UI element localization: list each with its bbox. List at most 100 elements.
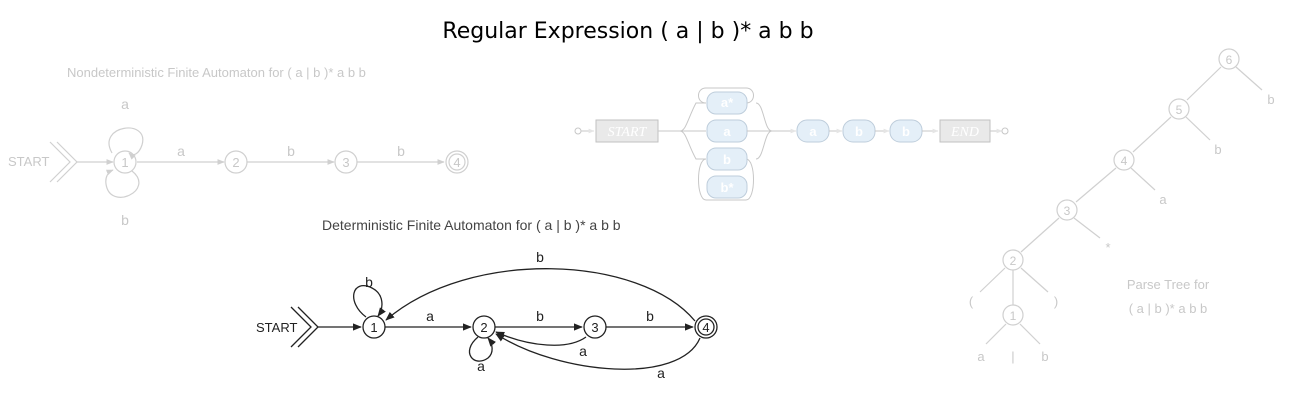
dfa-state-1-label: 1	[370, 320, 377, 335]
tree-node-3	[1056, 199, 1078, 221]
tree-edge-5-b	[1185, 116, 1211, 141]
tree-leaf-b1: b	[1041, 349, 1048, 364]
dfa-state-3	[583, 315, 607, 339]
tree-edge-3-star	[1073, 217, 1101, 239]
nfa-state-1-label: 1	[121, 155, 128, 170]
tree-node-3-label: 3	[1064, 204, 1071, 218]
tree-leaf-lparen: (	[969, 294, 974, 309]
dfa-start-chevron-2	[290, 306, 312, 348]
dfa-loop-1-label: b	[365, 274, 373, 290]
nfa-state-4	[445, 150, 469, 174]
dfa-edge-4-2	[495, 333, 701, 370]
tree-leaf-b5: b	[1214, 142, 1221, 157]
tree-edge-5-4	[1132, 116, 1172, 153]
railroad-seq-b1-label: b	[855, 124, 863, 139]
tree-edge-6-b	[1235, 66, 1263, 91]
nfa-loop-top-label: a	[121, 96, 129, 112]
tree-caption-line1: Parse Tree for	[1127, 277, 1210, 292]
tree-leaf-rparen: )	[1054, 294, 1058, 309]
nfa-state-2	[224, 150, 248, 174]
dfa-start-chevron	[297, 306, 319, 348]
dfa-edge-4-1	[385, 268, 696, 322]
dfa-loop-1	[353, 285, 386, 318]
tree-leaf-star3: *	[1105, 240, 1110, 255]
nfa-state-2-label: 2	[232, 155, 239, 170]
nfa-diagram: Nondeterministic Finite Automaton for ( …	[8, 65, 469, 228]
nfa-start-label: START	[8, 154, 49, 169]
tree-node-5-label: 5	[1176, 103, 1183, 117]
tree-leaf-a4: a	[1159, 192, 1167, 207]
nfa-edge-2-3-label: b	[287, 143, 295, 159]
railroad-token-b	[706, 147, 748, 171]
tree-edge-1-a	[985, 323, 1007, 345]
tree-node-1-label: 1	[1010, 309, 1017, 323]
dfa-state-2-label: 2	[480, 320, 487, 335]
dfa-state-4-inner	[697, 318, 715, 336]
railroad-loop-top	[698, 87, 754, 104]
dfa-edge-3-2-label: a	[579, 343, 587, 359]
dfa-edge-4-2-label: a	[657, 365, 665, 381]
tree-node-6	[1218, 48, 1240, 70]
nfa-start-chevron	[56, 141, 78, 183]
dfa-edge-4-1-label: b	[536, 249, 544, 265]
tree-node-2	[1002, 249, 1024, 271]
parse-tree: 6 5 4 3 2 1 b b a * ( ) a | b Parse Tree…	[969, 48, 1275, 364]
railroad-branch-up	[679, 102, 706, 132]
nfa-state-4-inner	[448, 153, 466, 171]
dfa-edge-3-4-label: b	[646, 308, 654, 324]
railroad-start-label: START	[608, 125, 648, 140]
railroad-seq-a-label: a	[809, 124, 817, 139]
tree-leaf-bar1: |	[1011, 349, 1014, 364]
railroad-token-a-star-label: a*	[721, 95, 734, 110]
nfa-state-3-label: 3	[342, 155, 349, 170]
railroad-token-a-star	[706, 91, 748, 115]
dfa-state-1	[362, 315, 386, 339]
railroad-merge-up	[755, 102, 773, 132]
tree-edge-6-5	[1186, 66, 1222, 101]
tree-edge-2-lparen	[979, 267, 1006, 293]
tree-edge-3-2	[1020, 217, 1060, 253]
nfa-caption: Nondeterministic Finite Automaton for ( …	[67, 65, 366, 80]
railroad-token-a-label: a	[723, 124, 731, 139]
tree-node-4-label: 4	[1121, 154, 1128, 168]
railroad-merge-down	[755, 130, 773, 160]
tree-leaf-b6: b	[1267, 92, 1274, 107]
railroad-token-b-star-label: b*	[721, 180, 735, 195]
railroad-token-b-label: b	[723, 152, 731, 167]
tree-edge-1-b	[1019, 323, 1041, 345]
nfa-loop-bottom	[105, 169, 140, 198]
nfa-state-4-label: 4	[453, 155, 460, 170]
nfa-loop-bottom-label: b	[121, 212, 129, 228]
dfa-edge-2-3-label: b	[536, 308, 544, 324]
nfa-edge-1-2-label: a	[177, 143, 185, 159]
tree-node-2-label: 2	[1010, 254, 1017, 268]
tree-leaf-a1: a	[977, 349, 985, 364]
dfa-edge-3-2	[495, 331, 587, 346]
dfa-diagram: Deterministic Finite Automaton for ( a |…	[256, 217, 718, 381]
railroad-exit-dot	[1001, 127, 1009, 135]
tree-node-6-label: 6	[1226, 53, 1233, 67]
railroad-diagram: START a* a b b* a b b END	[574, 87, 1009, 201]
tree-node-4	[1113, 149, 1135, 171]
dfa-state-2	[472, 315, 496, 339]
dfa-loop-2	[468, 336, 497, 362]
dfa-state-4-label: 4	[702, 320, 709, 335]
dfa-edge-1-2-label: a	[426, 308, 434, 324]
tree-edge-4-a	[1130, 167, 1156, 191]
dfa-state-4	[694, 315, 718, 339]
railroad-end-label: END	[950, 125, 979, 140]
railroad-seq-b2-label: b	[902, 124, 910, 139]
nfa-edge-3-4-label: b	[397, 143, 405, 159]
dfa-caption: Deterministic Finite Automaton for ( a |…	[322, 217, 621, 233]
nfa-start-chevron-2	[49, 141, 71, 183]
tree-caption-line2: ( a | b )* a b b	[1129, 301, 1208, 316]
railroad-loop-bottom	[698, 158, 754, 201]
tree-edge-4-3	[1075, 167, 1117, 203]
railroad-token-b-star	[706, 175, 748, 199]
tree-edge-2-rparen	[1020, 267, 1049, 293]
railroad-entry-dot	[574, 127, 582, 135]
tree-node-5	[1168, 98, 1190, 120]
dfa-state-3-label: 3	[591, 320, 598, 335]
nfa-state-3	[334, 150, 358, 174]
